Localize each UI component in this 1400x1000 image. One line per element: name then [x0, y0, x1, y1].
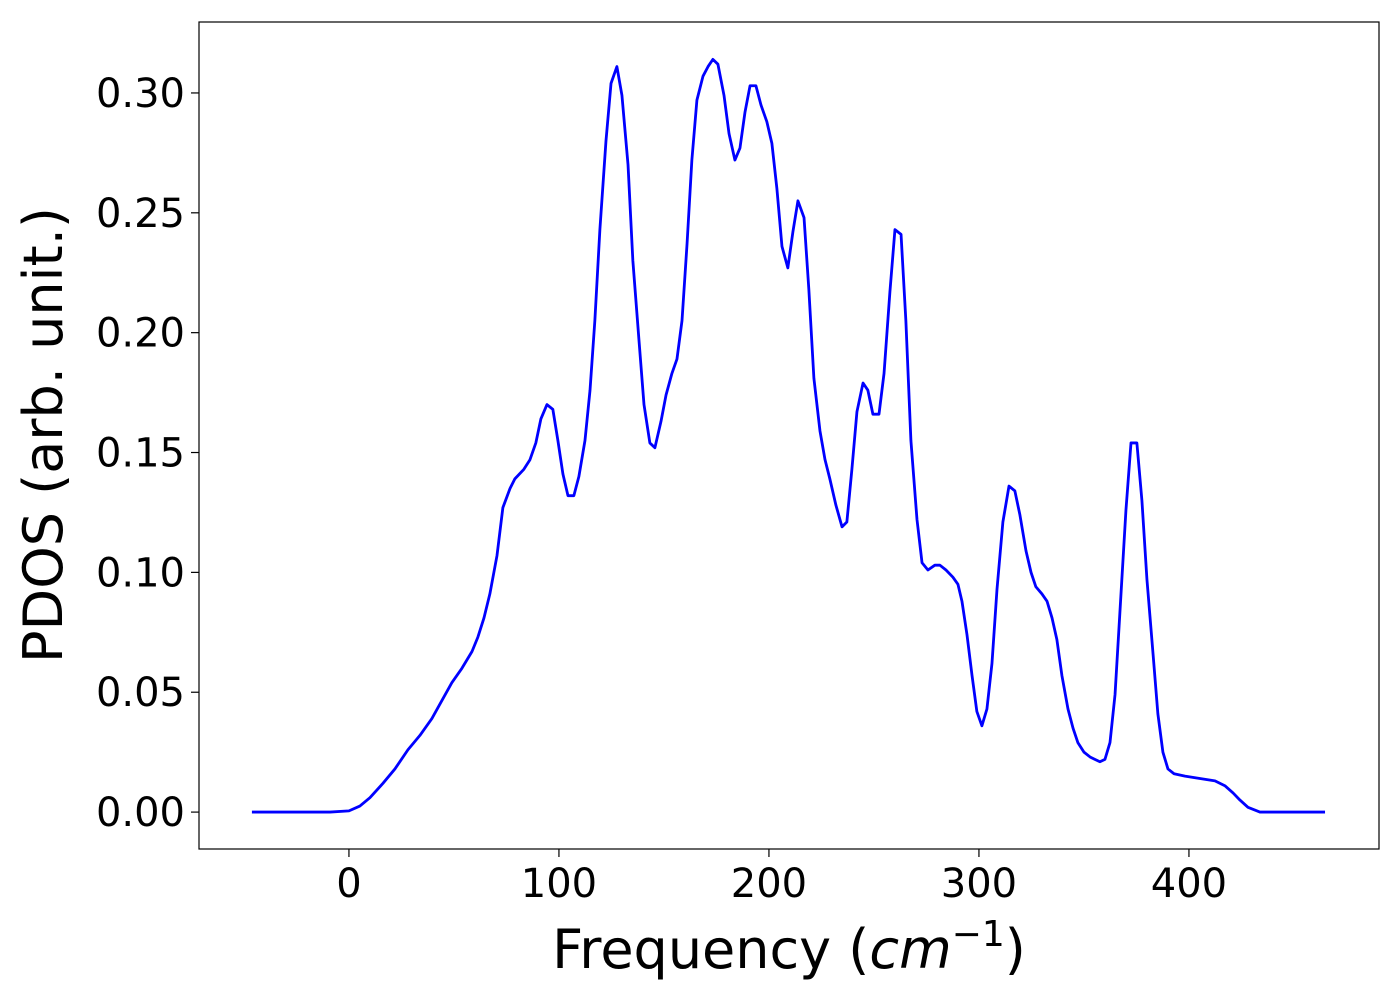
y-tick-label: 0.20 — [96, 311, 185, 357]
x-tick-label: 300 — [941, 861, 1017, 907]
data-line — [251, 57, 1326, 814]
x-label-unit: cm — [869, 918, 951, 981]
x-tick-label: 100 — [521, 861, 597, 907]
y-tick-label: 0.10 — [96, 550, 185, 596]
y-tick-label: 0.15 — [96, 431, 185, 477]
plot-frame — [198, 21, 1380, 850]
y-tick-label: 0.25 — [96, 191, 185, 237]
y-tick-label: 0.00 — [96, 790, 185, 836]
y-tick-label: 0.30 — [96, 71, 185, 117]
x-tick-label: 200 — [731, 861, 807, 907]
x-label-close: ) — [1005, 918, 1026, 981]
x-axis-label: Frequency (cm−1) — [552, 914, 1026, 981]
x-tick-label: 400 — [1151, 861, 1227, 907]
y-axis-label: PDOS (arb. unit.) — [12, 207, 75, 663]
x-tick-label: 0 — [336, 861, 361, 907]
x-label-text: Frequency ( — [552, 918, 869, 981]
x-label-exponent: −1 — [952, 914, 1005, 955]
y-tick-label: 0.05 — [96, 670, 185, 716]
